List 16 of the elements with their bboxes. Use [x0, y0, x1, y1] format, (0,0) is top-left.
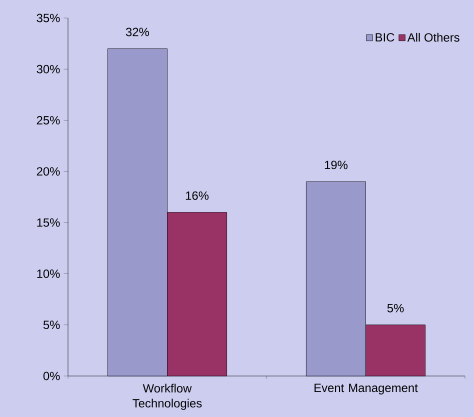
data-label: 5%	[387, 304, 404, 312]
data-label: 19%	[324, 160, 348, 170]
x-tick-label: Event Management	[314, 384, 418, 394]
y-tick-label: 30%	[36, 64, 60, 74]
y-tick-label: 10%	[37, 269, 60, 278]
y-tick-label: 5%	[43, 320, 60, 330]
y-tick-label: 25%	[36, 116, 60, 125]
y-tick-label: 0%	[43, 372, 60, 380]
data-label: 32%	[126, 28, 150, 36]
y-tick-label: 20%	[36, 167, 60, 176]
x-tick-label: Workflow Technologies	[132, 384, 202, 410]
legend-label: BIC	[376, 33, 394, 42]
legend-label: All Others	[407, 32, 460, 42]
data-label: 16%	[186, 191, 209, 200]
y-tick-label: 15%	[37, 218, 60, 227]
y-tick-label: 35%	[36, 14, 60, 22]
